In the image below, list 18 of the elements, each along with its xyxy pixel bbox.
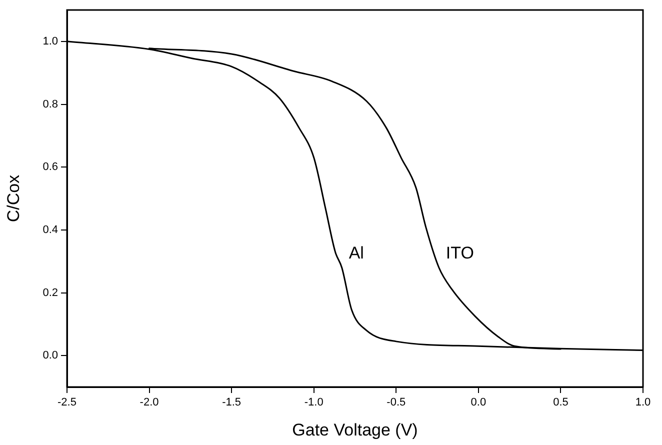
x-tick-label: -2.0 (140, 396, 159, 409)
y-tick-label: 0.0 (42, 350, 58, 362)
x-tick-label: 0.0 (470, 396, 486, 409)
y-tick-label: 0.8 (42, 98, 58, 110)
y-tick-label: 0.2 (42, 286, 58, 299)
y-axis-title: C/Cox (4, 174, 23, 222)
x-tick-label: -1.5 (222, 396, 242, 409)
x-tick-label: 1.0 (635, 396, 651, 409)
x-axis-title: Gate Voltage (V) (292, 420, 418, 440)
x-tick-label: -2.5 (58, 396, 76, 409)
y-tick-label: 0.4 (42, 224, 58, 236)
x-tick-label: 0.5 (553, 396, 568, 409)
series-label: Al (348, 243, 364, 262)
y-tick-label: 1.0 (42, 35, 58, 48)
x-tick-label: -1.0 (304, 396, 324, 409)
series-label: ITO (446, 243, 474, 262)
y-tick-label: 0.6 (42, 161, 58, 174)
x-tick-label: -0.5 (386, 396, 406, 409)
